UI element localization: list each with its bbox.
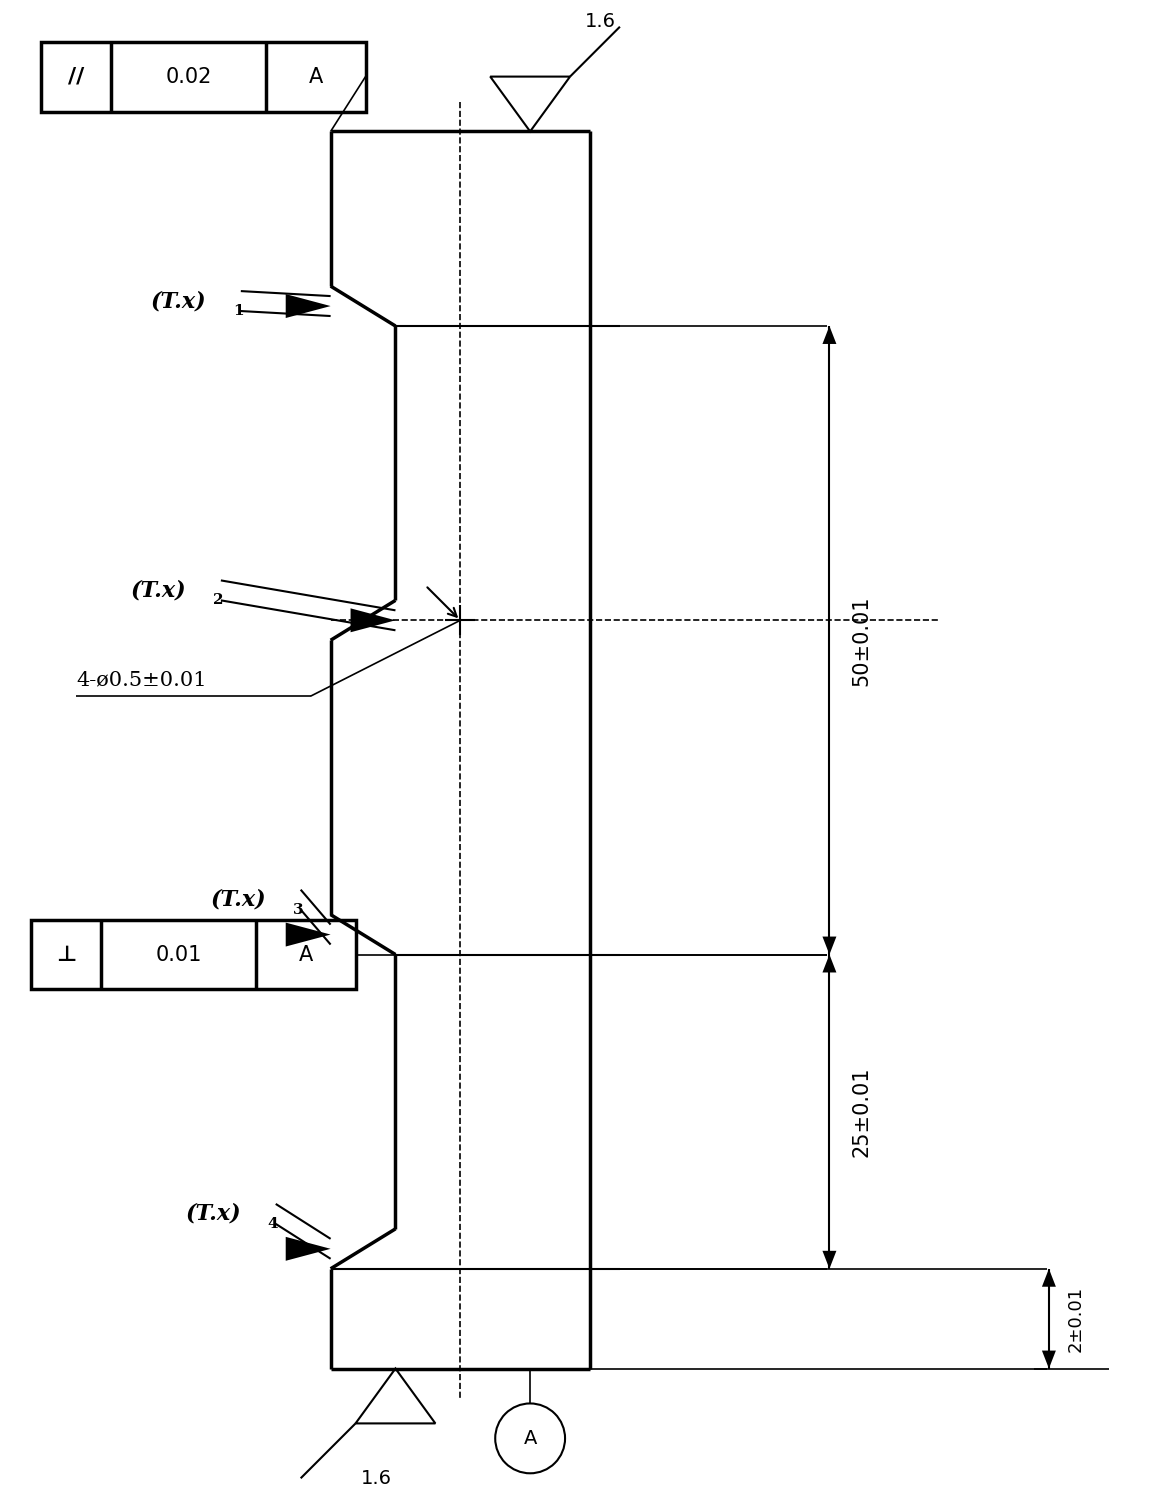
Text: 0.02: 0.02 bbox=[166, 66, 212, 87]
Bar bbox=[41, 42, 366, 111]
Text: (T.x): (T.x) bbox=[151, 290, 207, 312]
Text: 2: 2 bbox=[213, 593, 223, 607]
Polygon shape bbox=[822, 326, 836, 344]
Text: ⊥: ⊥ bbox=[56, 945, 76, 964]
Text: //: // bbox=[68, 66, 85, 87]
Text: A: A bbox=[308, 66, 322, 87]
Text: 1: 1 bbox=[233, 303, 243, 318]
Polygon shape bbox=[1042, 1350, 1056, 1368]
Text: (T.x): (T.x) bbox=[186, 1203, 241, 1226]
Polygon shape bbox=[822, 937, 836, 954]
Text: 4-ø0.5±0.01: 4-ø0.5±0.01 bbox=[76, 671, 207, 689]
Polygon shape bbox=[286, 294, 330, 318]
Text: A: A bbox=[299, 945, 313, 964]
Polygon shape bbox=[1042, 1269, 1056, 1287]
Text: (T.x): (T.x) bbox=[211, 889, 267, 910]
Text: A: A bbox=[523, 1428, 536, 1448]
Polygon shape bbox=[350, 608, 395, 632]
Text: 2±0.01: 2±0.01 bbox=[1067, 1286, 1085, 1352]
Text: 3: 3 bbox=[293, 903, 303, 916]
Text: 1.6: 1.6 bbox=[361, 1469, 392, 1488]
Bar bbox=[32, 919, 355, 990]
Text: 0.01: 0.01 bbox=[155, 945, 201, 964]
Polygon shape bbox=[822, 1251, 836, 1269]
Text: 50±0.01: 50±0.01 bbox=[851, 595, 871, 685]
Text: 25±0.01: 25±0.01 bbox=[851, 1066, 871, 1157]
Text: (T.x): (T.x) bbox=[131, 580, 187, 601]
Text: 1.6: 1.6 bbox=[584, 12, 616, 32]
Polygon shape bbox=[822, 954, 836, 972]
Polygon shape bbox=[286, 922, 330, 946]
Polygon shape bbox=[286, 1236, 330, 1260]
Text: 4: 4 bbox=[268, 1217, 279, 1230]
